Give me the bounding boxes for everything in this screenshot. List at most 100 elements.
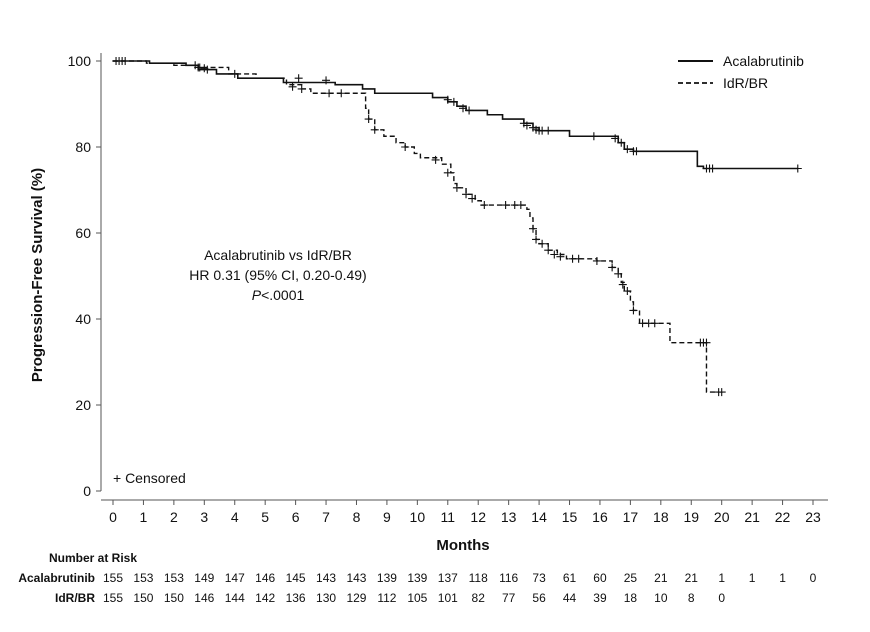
censor-mark xyxy=(544,246,553,255)
risk-value: 143 xyxy=(346,571,366,585)
censor-mark xyxy=(449,97,458,106)
risk-value: 142 xyxy=(255,591,275,605)
risk-value: 25 xyxy=(624,571,638,585)
risk-value: 112 xyxy=(377,591,396,605)
x-tick-label: 16 xyxy=(592,509,608,525)
censor-mark xyxy=(550,250,559,259)
survival-curves xyxy=(112,57,802,397)
x-axis-title: Months xyxy=(436,537,489,554)
series-line-idr-br xyxy=(113,60,719,393)
risk-value: 0 xyxy=(810,571,817,585)
censor-mark xyxy=(443,95,452,104)
x-tick-label: 14 xyxy=(531,509,547,525)
censor-mark xyxy=(337,89,346,98)
censor-mark xyxy=(708,164,717,173)
censor-mark xyxy=(608,263,617,272)
risk-value: 82 xyxy=(472,591,486,605)
risk-value: 137 xyxy=(438,571,458,585)
annotation-p-value: P<.0001 xyxy=(252,287,305,303)
risk-value: 139 xyxy=(377,571,397,585)
x-tick-label: 1 xyxy=(140,509,148,525)
risk-value: 153 xyxy=(133,571,153,585)
censor-mark xyxy=(623,145,632,154)
censor-mark xyxy=(431,155,440,164)
x-tick-label: 4 xyxy=(231,509,239,525)
x-tick-label: 8 xyxy=(353,509,361,525)
censor-mark xyxy=(529,224,537,233)
risk-value: 39 xyxy=(593,591,607,605)
series-line-acalabrutinib xyxy=(113,60,798,170)
number-at-risk-table: Number at Risk Acalabrutinib IdR/BR 155 1… xyxy=(18,551,816,605)
risk-value: 1 xyxy=(749,571,756,585)
censor-mark xyxy=(459,104,467,113)
risk-value: 145 xyxy=(286,571,306,585)
x-tick-label: 19 xyxy=(683,509,699,525)
censor-mark xyxy=(617,138,626,147)
censor-mark xyxy=(538,239,547,248)
x-tick-label: 10 xyxy=(410,509,426,525)
risk-value: 118 xyxy=(469,571,488,585)
risk-value: 8 xyxy=(688,591,695,605)
risk-value: 146 xyxy=(255,571,275,585)
x-tick-label: 3 xyxy=(200,509,208,525)
censor-mark xyxy=(294,74,303,83)
censor-mark xyxy=(532,235,541,244)
y-axis-title: Progression-Free Survival (%) xyxy=(29,168,46,382)
censor-mark xyxy=(230,69,239,78)
x-ticks: 0 1 2 3 4 5 6 7 8 9 10 11 12 13 14 15 16 17 18 19 20 21 22 23 xyxy=(109,500,821,525)
censor-marks-acalabrutinib xyxy=(112,57,802,173)
censor-mark xyxy=(462,190,471,199)
hr-annotation: Acalabrutinib vs IdR/BR HR 0.31 (95% CI,… xyxy=(113,247,367,486)
censor-mark xyxy=(623,287,632,296)
censor-mark xyxy=(364,115,373,124)
legend: Acalabrutinib IdR/BR xyxy=(678,53,804,91)
y-tick-label: 60 xyxy=(75,225,91,241)
annotation-hazard-ratio: HR 0.31 (95% CI, 0.20-0.49) xyxy=(189,267,366,283)
censor-mark xyxy=(702,338,711,347)
y-tick-label: 80 xyxy=(75,139,91,155)
y-ticks: 0 20 40 60 80 100 xyxy=(68,53,101,499)
annotation-comparison: Acalabrutinib vs IdR/BR xyxy=(204,247,352,263)
y-tick-label: 100 xyxy=(68,53,92,69)
y-tick-label: 0 xyxy=(83,483,91,499)
risk-table-title: Number at Risk xyxy=(49,551,137,565)
x-tick-label: 2 xyxy=(170,509,178,525)
censor-mark xyxy=(611,134,620,143)
censored-note: + Censored xyxy=(113,470,186,486)
legend-label-idr-br: IdR/BR xyxy=(723,75,768,91)
risk-value: 10 xyxy=(654,591,668,605)
x-tick-label: 20 xyxy=(714,509,730,525)
risk-row-label-idr-br: IdR/BR xyxy=(55,591,95,605)
x-tick-label: 17 xyxy=(623,509,639,525)
risk-value: 116 xyxy=(499,571,518,585)
risk-value: 144 xyxy=(225,591,245,605)
x-tick-label: 23 xyxy=(805,509,821,525)
risk-value: 44 xyxy=(563,591,577,605)
risk-value: 143 xyxy=(316,571,336,585)
x-tick-label: 18 xyxy=(653,509,669,525)
risk-value: 61 xyxy=(563,571,577,585)
censor-mark xyxy=(452,183,461,192)
censor-mark xyxy=(465,106,474,115)
risk-value: 146 xyxy=(194,591,214,605)
censor-mark xyxy=(121,57,130,65)
censor-mark xyxy=(501,201,510,210)
x-tick-label: 21 xyxy=(744,509,760,525)
censor-mark xyxy=(370,125,379,134)
risk-value: 150 xyxy=(164,591,184,605)
risk-value: 101 xyxy=(438,591,458,605)
risk-value: 150 xyxy=(133,591,153,605)
censor-mark xyxy=(650,319,659,328)
risk-value: 129 xyxy=(346,591,366,605)
risk-values: 155 153 153 149 147 146 145 143 143 139 139 137 118 1… xyxy=(103,571,817,605)
x-tick-label: 15 xyxy=(562,509,578,525)
annotation-p-number: <.0001 xyxy=(261,287,304,303)
censor-mark xyxy=(522,121,531,130)
censor-mark xyxy=(322,76,331,85)
x-tick-label: 12 xyxy=(470,509,486,525)
censor-mark xyxy=(468,194,477,203)
risk-value: 18 xyxy=(624,591,638,605)
risk-value: 139 xyxy=(407,571,427,585)
risk-value: 147 xyxy=(225,571,245,585)
